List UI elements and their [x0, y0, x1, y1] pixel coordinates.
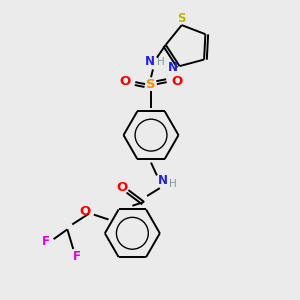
Text: O: O: [80, 205, 91, 218]
Text: O: O: [171, 75, 182, 88]
Text: F: F: [73, 250, 81, 263]
Text: S: S: [146, 78, 156, 91]
Text: O: O: [116, 181, 127, 194]
Text: N: N: [158, 174, 168, 187]
Text: F: F: [42, 235, 50, 248]
Text: H: H: [169, 179, 176, 189]
Text: N: N: [168, 61, 178, 74]
Text: H: H: [157, 56, 165, 67]
Text: N: N: [145, 55, 155, 68]
Text: S: S: [178, 12, 186, 25]
Text: O: O: [120, 75, 131, 88]
